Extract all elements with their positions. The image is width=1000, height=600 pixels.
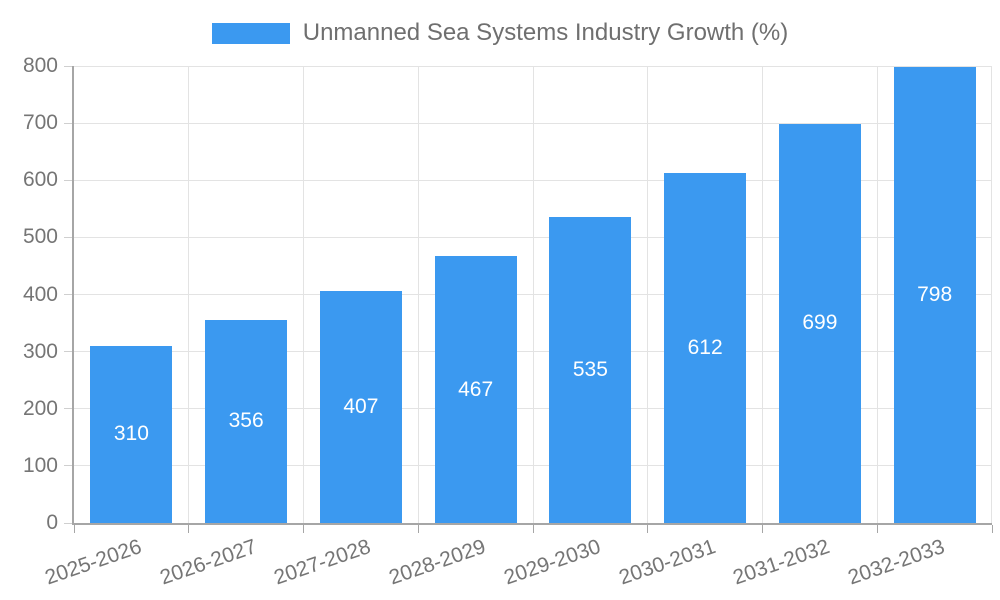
x-axis-label: 2030-2031 (615, 535, 719, 590)
x-axis-tick (417, 525, 419, 533)
gridline-vertical (532, 66, 534, 523)
y-axis-label: 200 (22, 396, 58, 420)
legend-label[interactable]: Unmanned Sea Systems Industry Growth (%) (302, 19, 789, 46)
y-axis-label: 0 (46, 511, 58, 534)
y-axis-label: 500 (22, 225, 58, 249)
bar-2032-2033: 798 (893, 67, 976, 523)
x-axis-label: 2026-2027 (156, 535, 260, 590)
bar-value-label: 356 (228, 409, 264, 433)
y-axis-label: 300 (22, 339, 58, 363)
bar-2031-2032: 699 (778, 123, 861, 523)
bar-value-label: 612 (687, 336, 723, 360)
bar-2026-2027: 356 (205, 319, 288, 523)
plot-area: 310 356 407 467 535 612 699 798 (64, 65, 993, 533)
y-axis-tick (64, 294, 72, 295)
y-axis-label: 100 (22, 453, 58, 477)
gridline-vertical (303, 66, 304, 523)
gridline-vertical (188, 66, 190, 523)
x-axis-tick (991, 525, 993, 533)
y-axis-tick (64, 122, 72, 124)
bar-value-label: 467 (458, 377, 494, 401)
x-axis-tick (876, 525, 878, 533)
legend: Unmanned Sea Systems Industry Growth (%) (0, 19, 1000, 47)
y-axis-label: 400 (22, 282, 58, 306)
x-axis-label: 2027-2028 (271, 535, 375, 590)
x-axis-label: 2028-2029 (386, 535, 489, 590)
y-axis-tick (64, 65, 72, 67)
y-axis-tick (64, 522, 72, 524)
x-axis-tick (188, 525, 190, 533)
bar-2027-2028: 407 (319, 290, 402, 523)
x-axis-tick (532, 525, 534, 533)
x-axis-label: 2025-2026 (42, 535, 145, 590)
bar-2029-2030: 535 (549, 217, 632, 523)
y-axis-label: 700 (22, 111, 58, 135)
bar-value-label: 535 (572, 358, 608, 382)
gridline-vertical (876, 66, 878, 523)
bar-value-label: 310 (113, 422, 149, 446)
y-axis-label: 600 (22, 168, 58, 192)
gridline-vertical (417, 66, 419, 523)
gridline-vertical (990, 66, 992, 523)
bar-2030-2031: 612 (664, 173, 747, 523)
gridline-vertical (762, 66, 763, 523)
x-axis-label: 2029-2030 (501, 535, 604, 590)
y-axis-label: 800 (22, 54, 58, 77)
legend-swatch[interactable] (211, 22, 290, 44)
x-axis-label: 2032-2033 (845, 535, 948, 590)
bar-value-label: 407 (343, 394, 379, 418)
x-axis-tick (647, 525, 649, 533)
y-axis-tick (64, 408, 72, 410)
x-axis-tick (303, 525, 304, 533)
y-axis-tick (64, 465, 72, 467)
y-axis-tick (64, 179, 72, 181)
x-axis-label: 2031-2032 (730, 535, 834, 590)
y-axis-tick (64, 351, 72, 353)
bar-2028-2029: 467 (434, 256, 517, 523)
x-axis-tick (73, 525, 75, 533)
bar-value-label: 699 (802, 311, 838, 335)
bar-value-label: 798 (917, 283, 953, 307)
x-axis-tick (762, 525, 763, 533)
gridline-vertical (647, 66, 649, 523)
y-axis-tick (64, 236, 72, 238)
bar-2025-2026: 310 (90, 345, 173, 523)
